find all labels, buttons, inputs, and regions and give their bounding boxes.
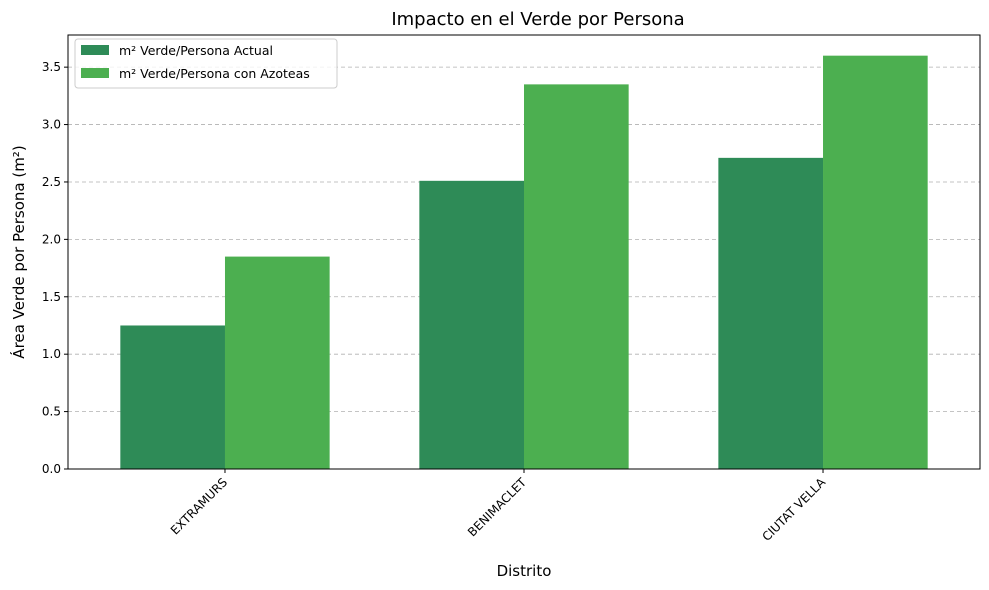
bar-actual-benimaclet — [419, 181, 524, 469]
y-tick-label: 0.0 — [42, 462, 61, 476]
legend-swatch-azoteas — [81, 68, 109, 78]
y-axis-ticks: 0.0 0.5 1.0 1.5 2.0 2.5 3.0 3.5 — [42, 60, 68, 476]
y-tick-label: 1.0 — [42, 347, 61, 361]
x-tick-label: CIUTAT VELLA — [759, 475, 828, 544]
bar-actual-extramurs — [120, 325, 225, 469]
bar-actual-ciutat-vella — [718, 158, 823, 469]
x-tick-label: EXTRAMURS — [168, 475, 230, 537]
y-tick-label: 2.0 — [42, 232, 61, 246]
x-axis-ticks: EXTRAMURS BENIMACLET CIUTAT VELLA — [168, 469, 829, 544]
bars — [120, 56, 927, 469]
y-tick-label: 0.5 — [42, 405, 61, 419]
y-axis-title: Área Verde por Persona (m²) — [9, 145, 28, 358]
legend: m² Verde/Persona Actual m² Verde/Persona… — [75, 39, 337, 88]
y-tick-label: 2.5 — [42, 175, 61, 189]
x-axis-title: Distrito — [497, 562, 552, 580]
bar-azoteas-extramurs — [225, 257, 330, 469]
bar-azoteas-ciutat-vella — [823, 56, 928, 469]
chart-title: Impacto en el Verde por Persona — [391, 9, 684, 30]
y-tick-label: 1.5 — [42, 290, 61, 304]
y-tick-label: 3.5 — [42, 60, 61, 74]
y-tick-label: 3.0 — [42, 118, 61, 132]
x-tick-label: BENIMACLET — [465, 475, 530, 540]
legend-label-actual: m² Verde/Persona Actual — [119, 43, 273, 58]
bar-azoteas-benimaclet — [524, 84, 629, 469]
legend-swatch-actual — [81, 45, 109, 55]
legend-label-azoteas: m² Verde/Persona con Azoteas — [119, 66, 310, 81]
